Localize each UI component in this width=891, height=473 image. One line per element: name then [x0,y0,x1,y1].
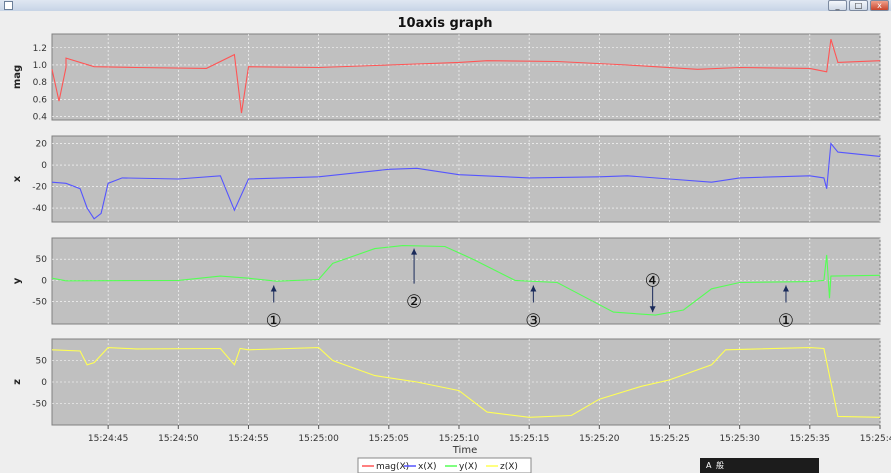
annotation-label: ① [778,310,794,331]
legend-box [357,457,532,473]
annotation-arrowhead [649,306,656,313]
panel-y: -50 0 50 y ① ② ③ ④ ① [12,237,881,331]
legend-label: y(X) [459,462,478,472]
annotation-arrowhead [782,285,789,292]
x-tick-label: 15:25:40 [860,434,891,444]
plot-background [51,33,881,121]
y-tick-label: 0 [41,276,47,286]
minimize-button[interactable]: _ [828,0,847,11]
annotation-arrowhead [530,285,537,292]
window-title-bar: _ □ x [0,0,891,11]
y-tick-label: 0 [41,378,47,388]
y-tick-label: 1.0 [33,61,48,71]
annotation-label: ④ [645,270,661,291]
panel-mag: 0.4 0.6 0.8 1.0 1.2 mag [12,33,881,123]
y-tick-label: 0 [41,161,47,171]
plot-background [51,237,881,325]
legend-label: z(X) [500,462,518,472]
close-icon: x [877,1,882,10]
y-axis-label: x [12,175,23,182]
annotation-arrowhead [270,285,277,292]
maximize-button[interactable]: □ [849,0,868,11]
legend-label: x(X) [418,462,437,472]
series-line-x [51,142,881,220]
series-line-mag [51,39,881,114]
y-tick-label: 50 [36,357,48,367]
annotation-label: ① [266,310,282,331]
y-tick-label: -50 [32,400,47,410]
system-tray: A 般 [700,458,819,473]
maximize-icon: □ [854,1,863,10]
x-tick-label: 15:24:55 [228,434,268,444]
y-axis-label: z [12,379,23,385]
minimize-icon: _ [835,1,840,10]
plot-background [51,135,881,223]
annotation-label: ② [406,292,422,313]
series-line-y [51,245,881,316]
y-tick-label: 20 [36,140,48,150]
annotation-arrowhead [411,248,418,255]
panel-x: -40 -20 0 20 x [12,135,881,223]
annotation-label: ③ [525,310,541,331]
tray-text: A 般 [706,461,726,470]
series-line-z [51,347,881,418]
x-tick-label: 15:25:10 [439,434,480,444]
x-tick-label: 15:25:20 [579,434,620,444]
chart-title: 10axis graph [397,16,492,31]
y-tick-label: 0.4 [33,113,48,123]
y-tick-label: 50 [36,255,48,265]
y-tick-label: 1.2 [33,44,47,54]
app-icon [4,1,13,10]
plot-panels: 0.4 0.6 0.8 1.0 1.2 mag -40 -20 0 20 x -50 0 50 y ① ② ③ ④ ①… [12,33,891,444]
legend-label: mag(X) [376,462,409,472]
x-axis-label: Time [452,445,477,456]
y-tick-label: 0.6 [33,95,48,105]
x-tick-label: 15:24:50 [158,434,199,444]
y-tick-label: -20 [32,183,47,193]
y-tick-label: -40 [32,204,47,214]
x-tick-label: 15:24:45 [88,434,128,444]
x-tick-label: 15:25:30 [719,434,760,444]
x-tick-label: 15:25:25 [649,434,689,444]
chart-area: 10axis graph 0.4 0.6 0.8 1.0 1.2 mag -40 -20 0 20… [12,16,891,473]
y-axis-label: mag [12,65,23,89]
y-tick-label: 0.8 [33,78,48,88]
y-axis-label: y [12,277,23,284]
x-tick-label: 15:25:15 [509,434,549,444]
x-tick-label: 15:25:05 [369,434,409,444]
y-tick-label: -50 [32,298,47,308]
close-button[interactable]: x [870,0,889,11]
legend: mag(X) x(X) y(X) z(X) [357,457,532,473]
x-axis: 15:24:45 15:24:50 15:24:55 15:25:00 15:25:05… [88,425,891,444]
x-tick-label: 15:25:00 [298,434,339,444]
x-tick-label: 15:25:35 [790,434,830,444]
panel-z: -50 0 50 z [12,338,881,426]
